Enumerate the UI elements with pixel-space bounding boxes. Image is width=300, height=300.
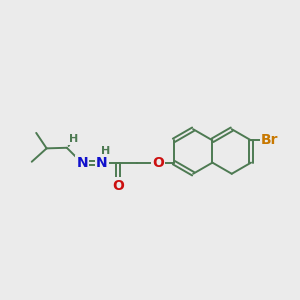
Text: N: N — [96, 156, 107, 170]
Text: N: N — [76, 156, 88, 170]
Text: O: O — [112, 178, 124, 193]
Text: H: H — [69, 134, 78, 144]
Text: O: O — [152, 156, 164, 170]
Text: Br: Br — [261, 133, 278, 147]
Text: H: H — [101, 146, 111, 156]
